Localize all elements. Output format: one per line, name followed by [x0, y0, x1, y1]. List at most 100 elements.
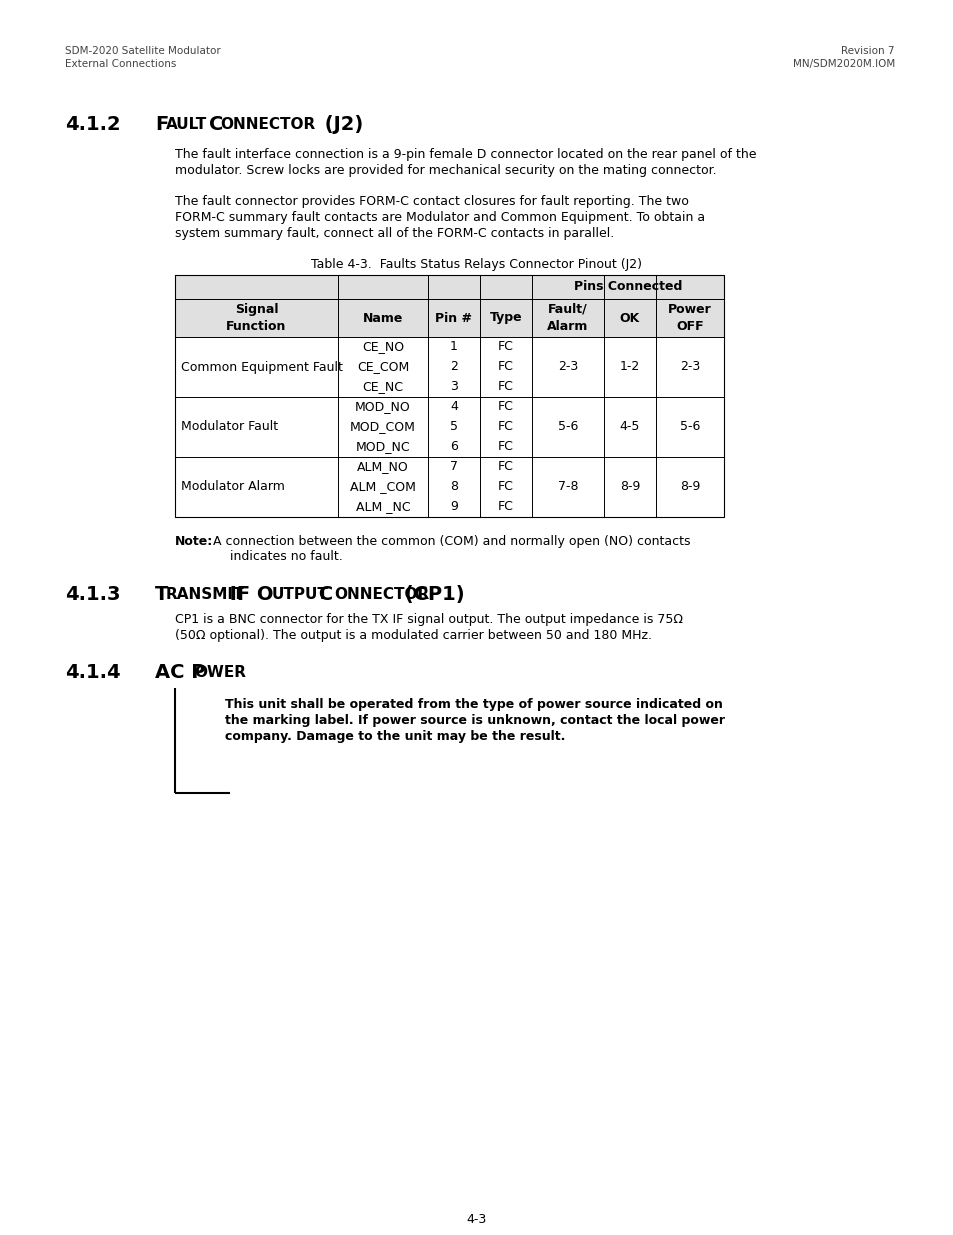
Text: FC: FC — [497, 380, 514, 394]
Bar — [479, 457, 532, 477]
Text: Note:: Note: — [174, 535, 213, 548]
Bar — [428, 337, 479, 357]
Text: (50Ω optional). The output is a modulated carrier between 50 and 180 MHz.: (50Ω optional). The output is a modulate… — [174, 629, 651, 642]
Bar — [479, 477, 532, 496]
Bar — [174, 396, 337, 457]
Text: ONNECTOR: ONNECTOR — [220, 117, 314, 132]
Text: Pin #: Pin # — [435, 311, 472, 325]
Text: AC P: AC P — [154, 663, 205, 682]
Text: CE_NC: CE_NC — [362, 380, 403, 394]
Text: 8-9: 8-9 — [679, 480, 700, 494]
Bar — [479, 437, 532, 457]
Bar — [337, 337, 428, 357]
Text: 7: 7 — [450, 461, 457, 473]
Text: F: F — [154, 115, 168, 135]
Bar — [479, 275, 532, 299]
Text: SDM-2020 Satellite Modulator: SDM-2020 Satellite Modulator — [65, 46, 220, 56]
Bar — [428, 457, 479, 477]
Text: 4: 4 — [450, 400, 457, 414]
Bar — [174, 299, 337, 337]
Bar — [532, 275, 723, 299]
Text: Modulator Fault: Modulator Fault — [181, 420, 278, 433]
Text: system summary fault, connect all of the FORM-C contacts in parallel.: system summary fault, connect all of the… — [174, 227, 614, 240]
Bar — [479, 496, 532, 517]
Bar — [337, 437, 428, 457]
Text: MOD_NC: MOD_NC — [355, 441, 410, 453]
Text: indicates no fault.: indicates no fault. — [230, 550, 342, 563]
Text: 5-6: 5-6 — [679, 420, 700, 433]
Text: ALM_NO: ALM_NO — [356, 461, 409, 473]
Text: The fault connector provides FORM-C contact closures for fault reporting. The tw: The fault connector provides FORM-C cont… — [174, 195, 688, 207]
Text: FC: FC — [497, 361, 514, 373]
Text: FC: FC — [497, 341, 514, 353]
Text: RANSMIT: RANSMIT — [166, 587, 244, 601]
Bar — [174, 457, 337, 517]
Text: 3: 3 — [450, 380, 457, 394]
Text: modulator. Screw locks are provided for mechanical security on the mating connec: modulator. Screw locks are provided for … — [174, 164, 716, 177]
Bar — [656, 457, 723, 517]
Bar — [479, 337, 532, 357]
Text: T: T — [154, 585, 168, 604]
Text: 1-2: 1-2 — [619, 361, 639, 373]
Text: External Connections: External Connections — [65, 59, 176, 69]
Text: Power
OFF: Power OFF — [667, 303, 711, 333]
Text: 6: 6 — [450, 441, 457, 453]
Text: FC: FC — [497, 461, 514, 473]
Bar — [428, 357, 479, 377]
Text: 2-3: 2-3 — [679, 361, 700, 373]
Text: 4-3: 4-3 — [466, 1213, 487, 1226]
Bar — [603, 337, 656, 396]
Text: 1: 1 — [450, 341, 457, 353]
Text: 4.1.4: 4.1.4 — [65, 663, 120, 682]
Bar — [428, 275, 479, 299]
Bar — [532, 457, 603, 517]
Text: Modulator Alarm: Modulator Alarm — [181, 480, 285, 494]
Text: OWER: OWER — [193, 664, 246, 680]
Text: FC: FC — [497, 420, 514, 433]
Text: C: C — [209, 115, 223, 135]
Text: Common Equipment Fault: Common Equipment Fault — [181, 361, 342, 373]
Bar — [337, 275, 428, 299]
Text: Type: Type — [489, 311, 521, 325]
Text: FC: FC — [497, 500, 514, 514]
Text: 7-8: 7-8 — [558, 480, 578, 494]
Text: UTPUT: UTPUT — [272, 587, 329, 601]
Text: 4.1.2: 4.1.2 — [65, 115, 120, 135]
Text: ALM _COM: ALM _COM — [350, 480, 416, 494]
Text: 5-6: 5-6 — [558, 420, 578, 433]
Bar — [532, 396, 603, 457]
Bar — [337, 357, 428, 377]
Bar — [337, 496, 428, 517]
Text: 4.1.3: 4.1.3 — [65, 585, 120, 604]
Bar — [479, 377, 532, 396]
Text: company. Damage to the unit may be the result.: company. Damage to the unit may be the r… — [225, 730, 565, 743]
Bar — [656, 299, 723, 337]
Text: (J2): (J2) — [317, 115, 363, 135]
Bar — [174, 275, 723, 517]
Text: 5: 5 — [450, 420, 457, 433]
Text: Table 4-3.  Faults Status Relays Connector Pinout (J2): Table 4-3. Faults Status Relays Connecto… — [312, 258, 641, 270]
Bar — [532, 299, 603, 337]
Bar — [428, 396, 479, 417]
Bar — [532, 337, 603, 396]
Text: Revision 7: Revision 7 — [841, 46, 894, 56]
Text: FORM-C summary fault contacts are Modulator and Common Equipment. To obtain a: FORM-C summary fault contacts are Modula… — [174, 211, 704, 224]
Bar — [479, 299, 532, 337]
Text: the marking label. If power source is unknown, contact the local power: the marking label. If power source is un… — [225, 714, 724, 727]
Text: MN/SDM2020M.IOM: MN/SDM2020M.IOM — [792, 59, 894, 69]
Bar — [603, 299, 656, 337]
Bar — [428, 496, 479, 517]
Bar — [174, 337, 337, 396]
Text: Signal
Function: Signal Function — [226, 303, 287, 333]
Bar — [428, 417, 479, 437]
Bar — [337, 299, 428, 337]
Bar — [479, 417, 532, 437]
Bar — [337, 417, 428, 437]
Text: A connection between the common (COM) and normally open (NO) contacts: A connection between the common (COM) an… — [213, 535, 690, 548]
Text: The fault interface connection is a 9-pin female D connector located on the rear: The fault interface connection is a 9-pi… — [174, 148, 756, 161]
Bar — [337, 377, 428, 396]
Text: 4-5: 4-5 — [619, 420, 639, 433]
Text: 8-9: 8-9 — [619, 480, 639, 494]
Text: Pins Connected: Pins Connected — [573, 280, 681, 294]
Text: 2-3: 2-3 — [558, 361, 578, 373]
